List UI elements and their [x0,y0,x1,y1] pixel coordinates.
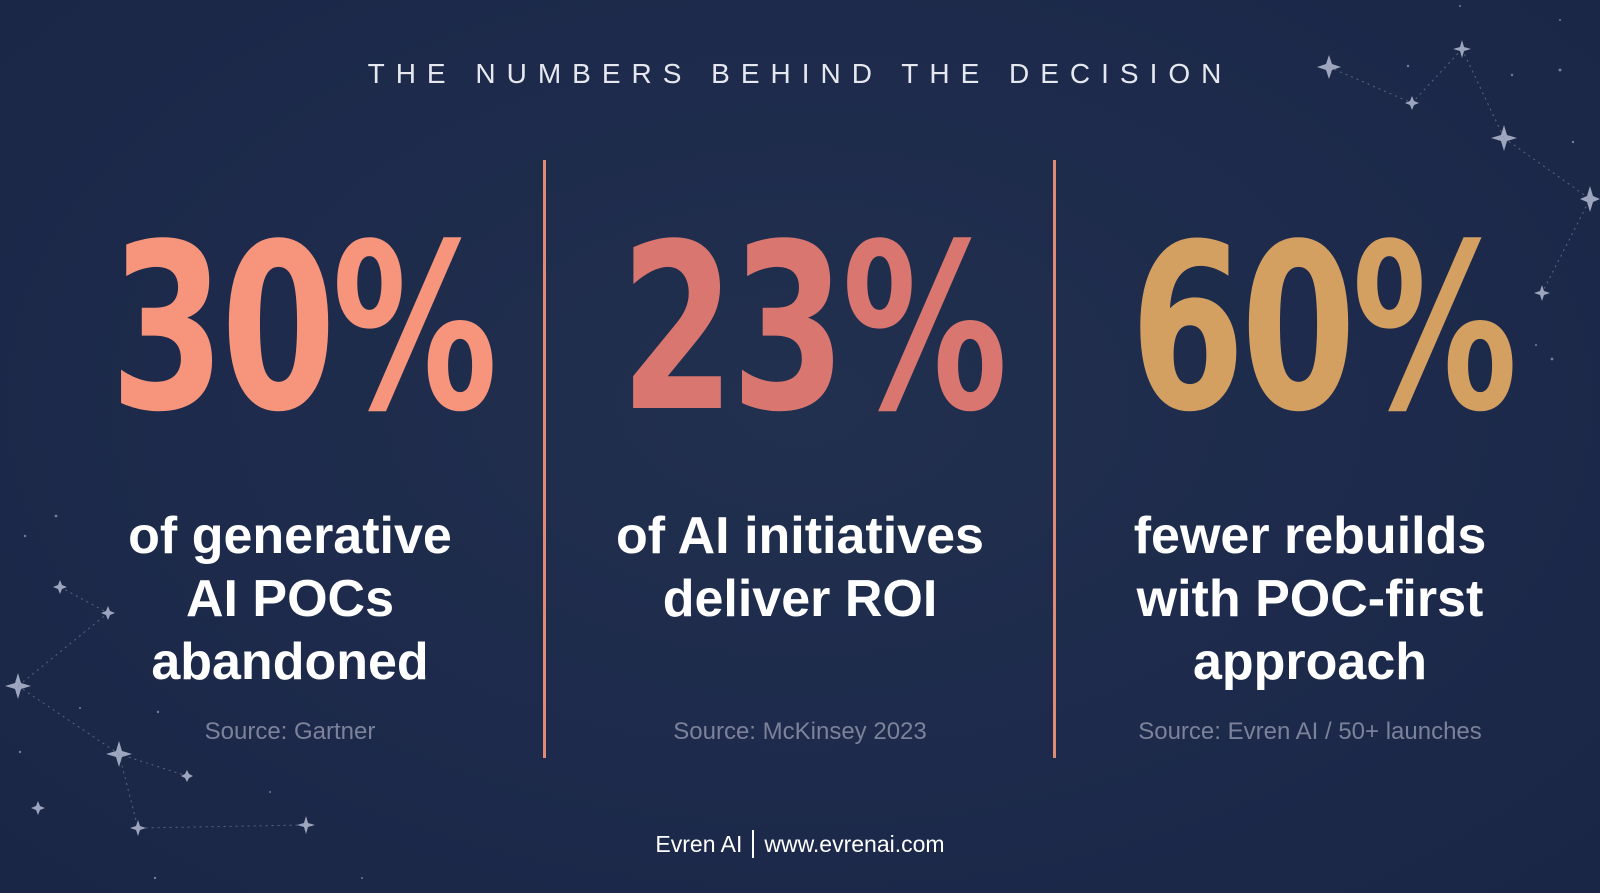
stat-description-line: fewer rebuilds [1133,507,1487,565]
headline: THE NUMBERS BEHIND THE DECISION [367,58,1233,89]
stat-column-2: 23% of AI initiatives deliver ROI Source… [550,0,1050,893]
column-divider [543,160,546,758]
stat-description-line: of generative [128,507,452,565]
stat-value: 30% [110,196,498,463]
stat-source: Source: McKinsey 2023 [673,718,927,745]
stat-column-1: 30% of generative AI POCs abandoned Sour… [40,0,540,893]
stat-description: of generative AI POCs abandoned [40,505,540,694]
footer: Evren AI www.evrenai.com [0,830,1600,858]
footer-brand: Evren AI [655,831,743,857]
column-divider [1053,160,1056,758]
stat-description-line: of AI initiatives [616,507,984,565]
stat-description-line: with POC-first [1136,570,1484,628]
footer-website-link[interactable]: www.evrenai.com [764,831,945,857]
stat-description: fewer rebuilds with POC-first approach [1060,505,1560,694]
stat-source: Source: Gartner [204,718,376,745]
stat-source: Source: Evren AI / 50+ launches [1138,718,1482,745]
stat-description-line: AI POCs [185,570,395,628]
stat-description: of AI initiatives deliver ROI [550,505,1050,631]
stat-description-line: approach [1192,633,1428,691]
stat-column-3: 60% fewer rebuilds with POC-first approa… [1060,0,1560,893]
footer-separator [752,830,755,858]
stat-description-line: deliver ROI [662,570,938,628]
stat-value: 23% [620,196,1008,463]
stat-description-line: abandoned [151,633,429,691]
stat-value: 60% [1130,196,1518,463]
